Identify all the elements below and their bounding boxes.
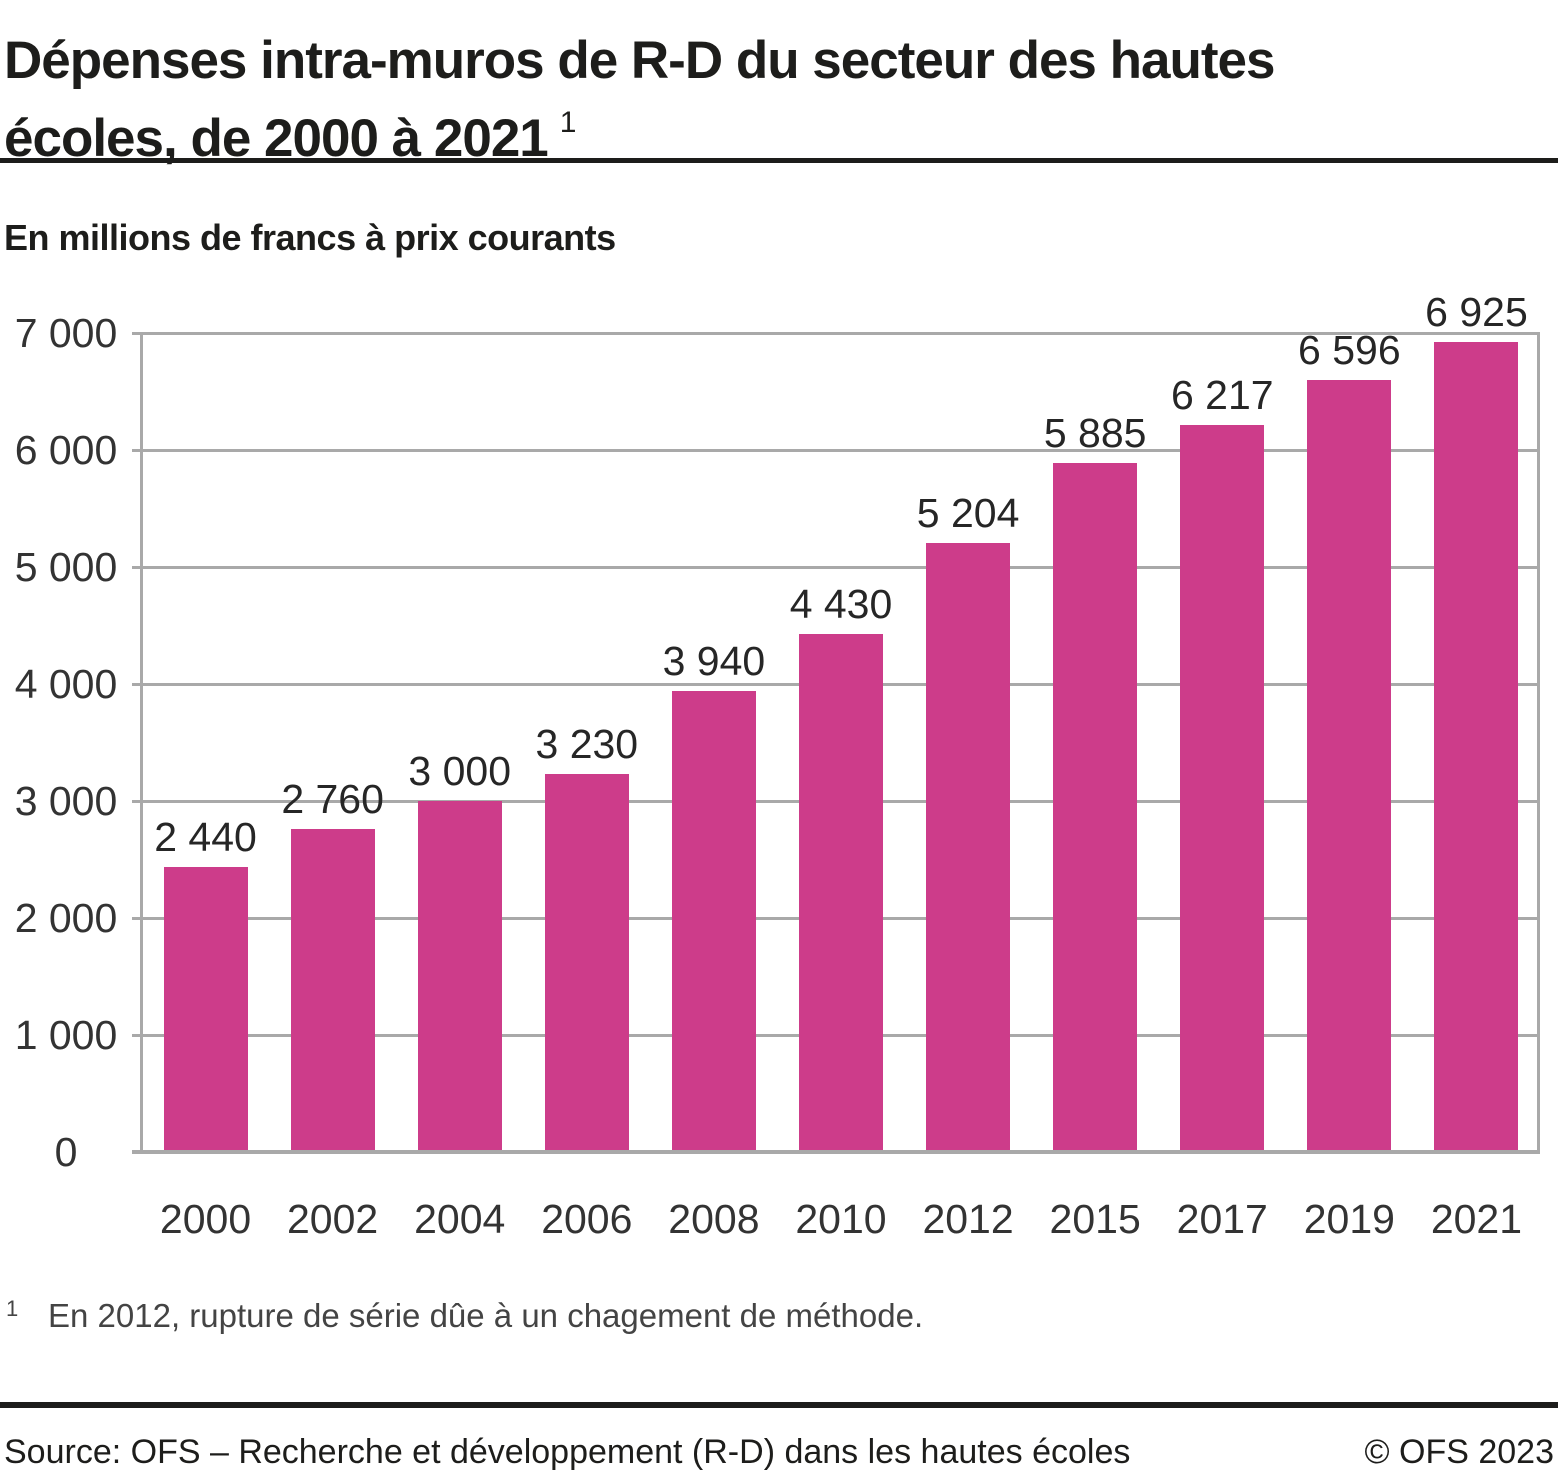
footnote-marker: 1 [6,1296,19,1321]
y-tick-label: 4 000 [14,661,118,707]
bar-value-label: 3 940 [662,638,766,685]
x-tick-label: 2008 [668,1196,760,1242]
source-line: Source: OFS – Recherche et développement… [4,1433,1131,1471]
y-tick [132,1033,142,1037]
bar [1307,380,1392,1152]
x-tick-label: 2019 [1303,1196,1395,1242]
bar-value-label: 2 440 [154,813,257,860]
bar-value-label: 6 217 [1170,371,1274,418]
x-tick-label: 2000 [159,1196,252,1242]
y-tick [132,448,142,452]
title-divider-rule [0,158,1558,163]
bar [290,829,375,1152]
y-tick-label: 2 000 [14,895,118,941]
y-tick-label: 7 000 [14,310,118,356]
y-tick [132,565,142,569]
page-title-text: Dépenses intra-muros de R-D du secteur d… [4,30,1275,168]
bar-value-label: 4 430 [789,580,893,627]
x-tick-label: 2010 [795,1196,887,1242]
page-title: Dépenses intra-muros de R-D du secteur d… [4,22,1524,186]
y-axis-line [140,331,143,1154]
chart-subtitle: En millions de francs à prix courants [4,217,616,258]
x-tick-label: 2015 [1049,1196,1141,1242]
x-tick-label: 2021 [1430,1196,1523,1242]
x-tick-label: 2012 [922,1196,1014,1242]
y-tick-label: 6 000 [14,427,118,473]
y-gridline [142,565,1540,569]
x-tick-label: 2006 [541,1196,633,1242]
bar [163,866,248,1152]
bar [544,774,629,1152]
plot-right-border [1537,331,1540,1154]
bar-value-label: 6 596 [1298,327,1401,374]
copyright: © OFS 2023 [1364,1433,1554,1471]
bar-chart: 0 1 000 2 000 3 000 4 000 5 000 6 000 7 000 2 44… [14,288,1540,1242]
x-tick-label: 2004 [414,1196,506,1242]
bar-value-label: 3 230 [535,721,639,768]
footer: Source: OFS – Recherche et développement… [4,1432,1554,1472]
x-tick-label: 2017 [1176,1196,1268,1242]
y-tick [132,331,142,335]
y-tick-label: 5 000 [14,544,118,590]
y-tick [132,916,142,920]
bar [926,543,1011,1152]
bar [1434,341,1519,1152]
x-tick-label: 2002 [287,1196,379,1242]
bar-value-label: 6 925 [1425,288,1528,335]
footer-divider-rule [0,1402,1558,1408]
bar [1053,463,1138,1152]
footnote-text: En 2012, rupture de série dûe à un chage… [48,1297,924,1334]
bar [417,801,502,1152]
bar [1180,424,1265,1152]
y-tick-label: 3 000 [14,778,118,824]
title-footnote-marker: 1 [559,105,577,139]
y-tick [132,682,142,686]
x-axis-line [132,1150,1540,1154]
bar [799,633,883,1152]
y-tick-label: 0 [54,1129,78,1175]
y-tick [132,799,142,803]
bar [671,691,756,1152]
bar-value-label: 5 885 [1043,410,1147,457]
bar-value-label: 2 760 [281,776,384,823]
y-gridline [142,448,1540,452]
y-tick-label: 1 000 [14,1012,118,1058]
bar-value-label: 5 204 [916,490,1020,537]
bar-value-label: 3 000 [408,748,512,794]
y-gridline [142,331,1540,335]
